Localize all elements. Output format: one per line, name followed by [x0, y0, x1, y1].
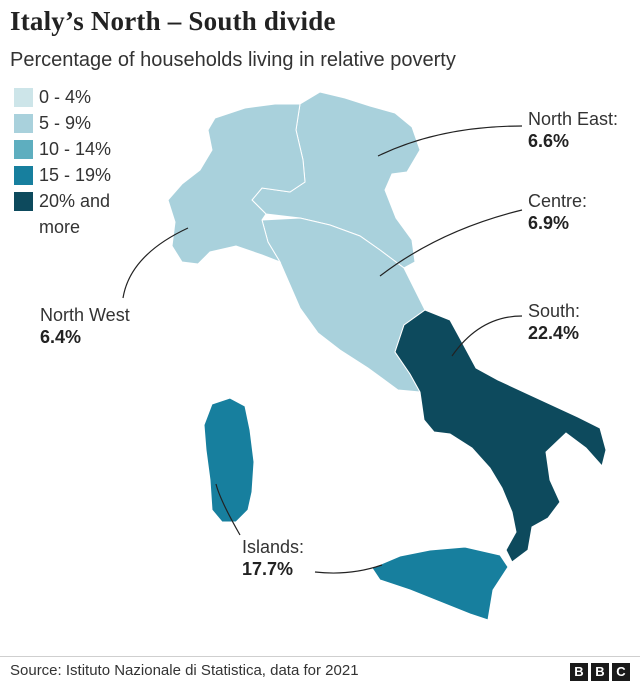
region-name: Islands:	[242, 537, 305, 557]
region-name: North West	[40, 305, 130, 325]
region-north-west	[167, 103, 306, 265]
region-value: 6.9%	[528, 213, 570, 233]
region-name: North East:	[528, 109, 619, 129]
leader-line-north-east	[377, 125, 523, 157]
region-name: Centre:	[528, 191, 588, 211]
legend-swatch	[14, 166, 33, 185]
leader-line-centre	[379, 209, 523, 277]
region-islands-sardinia	[203, 397, 255, 523]
label-centre: Centre: 6.9%	[528, 190, 587, 234]
region-name: South:	[528, 301, 581, 321]
logo-letter: C	[612, 663, 630, 681]
legend-label: 0 - 4%	[39, 87, 92, 107]
region-value: 6.4%	[40, 327, 82, 347]
bbc-logo: B B C	[570, 663, 630, 681]
footer-divider	[0, 656, 640, 657]
italy-map	[122, 91, 607, 621]
label-north-east: North East: 6.6%	[528, 108, 618, 152]
leader-line-islands-sicily	[314, 564, 383, 574]
region-value: 22.4%	[528, 323, 580, 343]
region-value: 17.7%	[242, 559, 294, 579]
legend-swatch	[14, 140, 33, 159]
label-north-west: North West 6.4%	[40, 304, 130, 348]
label-islands: Islands: 17.7%	[242, 536, 304, 580]
label-south: South: 22.4%	[528, 300, 580, 344]
legend-label: 20% and more	[39, 191, 111, 237]
region-south	[394, 309, 607, 563]
leader-line-south	[451, 315, 523, 357]
legend-swatch	[14, 88, 33, 107]
legend-swatch	[14, 114, 33, 133]
logo-letter: B	[570, 663, 588, 681]
legend-label: 5 - 9%	[39, 113, 92, 133]
legend-label: 15 - 19%	[39, 165, 112, 185]
chart-title: Italy’s North – South divide	[10, 6, 336, 36]
leader-line-islands	[215, 483, 241, 536]
leader-line-north-west	[122, 227, 189, 299]
region-islands-sicily	[371, 546, 509, 621]
source-note: Source: Istituto Nazionale di Statistica…	[10, 662, 359, 679]
leader-lines	[122, 125, 523, 574]
legend-label: 10 - 14%	[39, 139, 112, 159]
chart-subtitle: Percentage of households living in relat…	[10, 49, 456, 71]
legend-swatch	[14, 192, 33, 211]
logo-letter: B	[591, 663, 609, 681]
region-value: 6.6%	[528, 131, 570, 151]
